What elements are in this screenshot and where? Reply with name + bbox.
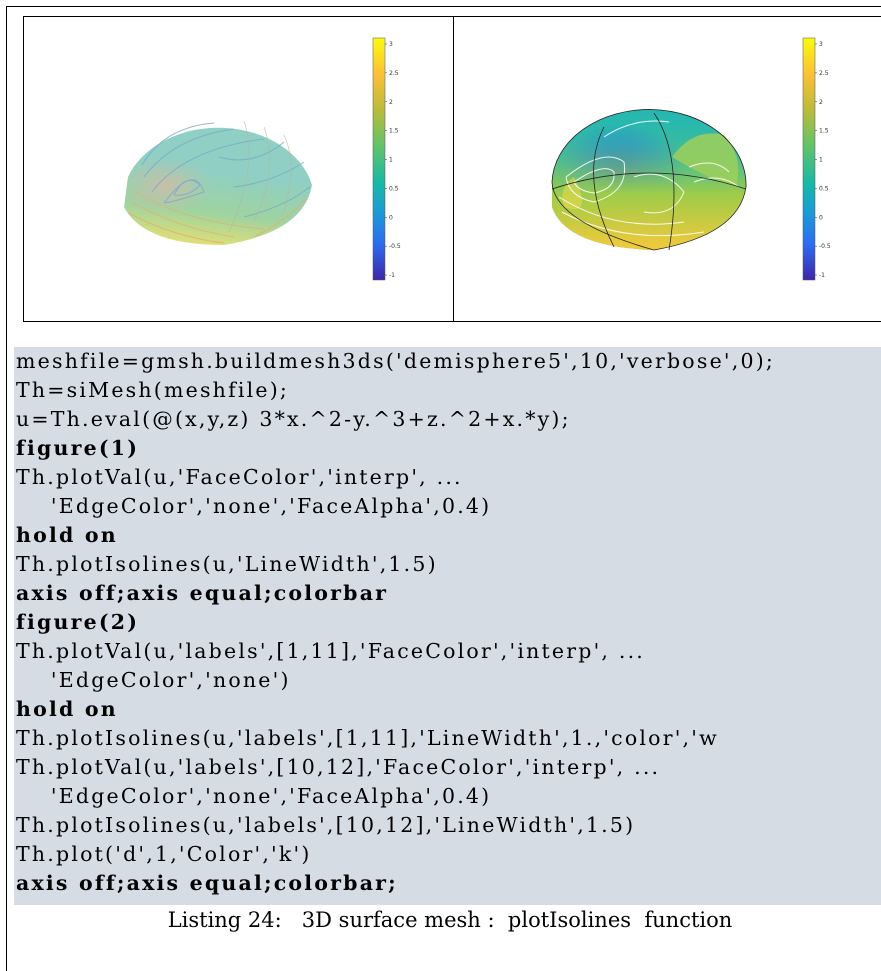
caption-label: Listing 24: bbox=[167, 908, 282, 932]
colorbar-tick-label: -0.5 bbox=[819, 243, 831, 250]
colorbar: 3 2.5 2 1.5 1 0.5 0 -0.5 -1 bbox=[802, 37, 831, 281]
code-line: Th.plotVal(u,'FaceColor','interp', ... bbox=[16, 465, 463, 489]
figure-2-panel: 3 2.5 2 1.5 1 0.5 0 -0.5 -1 bbox=[453, 16, 881, 322]
hemisphere-surface bbox=[124, 120, 312, 245]
code-line: figure(1) bbox=[16, 436, 140, 460]
code-line: axis off;axis equal;colorbar bbox=[16, 581, 389, 605]
code-line: Th.plot('d',1,'Color','k') bbox=[16, 842, 312, 866]
code-line: 'EdgeColor','none','FaceAlpha',0.4) bbox=[16, 784, 492, 808]
figure-2-plot: 3 2.5 2 1.5 1 0.5 0 -0.5 -1 bbox=[551, 37, 831, 281]
code-line: u=Th.eval(@(x,y,z) 3*x.^2-y.^3+z.^2+x.*y… bbox=[16, 407, 571, 431]
colorbar-tick-label: 1 bbox=[819, 157, 823, 164]
code-line: meshfile=gmsh.buildmesh3ds('demisphere5'… bbox=[16, 349, 775, 373]
caption-text: 3D surface mesh : plotIsolines function bbox=[301, 908, 733, 932]
colorbar-tick-label: 2.5 bbox=[819, 70, 829, 77]
colorbar-tick-label: 3 bbox=[819, 41, 823, 48]
code-line: Th.plotVal(u,'labels',[10,12],'FaceColor… bbox=[16, 755, 661, 779]
code-line: 'EdgeColor','none','FaceAlpha',0.4) bbox=[16, 494, 492, 518]
code-line: Th=siMesh(meshfile); bbox=[16, 378, 290, 402]
code-line: Th.plotIsolines(u,'labels',[1,11],'LineW… bbox=[16, 726, 719, 750]
listing-caption: Listing 24: 3D surface mesh : plotIsolin… bbox=[0, 908, 881, 932]
colorbar-tick-label: 3 bbox=[389, 41, 393, 48]
colorbar-tick-label: 1 bbox=[389, 157, 393, 164]
page-left-rule bbox=[6, 6, 7, 971]
code-line: Th.plotIsolines(u,'LineWidth',1.5) bbox=[16, 552, 438, 576]
code-line: axis off;axis equal;colorbar; bbox=[16, 871, 398, 895]
colorbar-tick-label: 0.5 bbox=[389, 185, 399, 192]
code-line: 'EdgeColor','none') bbox=[16, 668, 291, 692]
colorbar-tick-label: 0.5 bbox=[819, 185, 829, 192]
colorbar-tick-label: 2 bbox=[819, 99, 823, 106]
hemisphere-surface bbox=[551, 109, 747, 251]
colorbar-tick-label: 2 bbox=[389, 99, 393, 106]
colorbar-tick-label: -0.5 bbox=[389, 243, 401, 250]
code-listing: meshfile=gmsh.buildmesh3ds('demisphere5'… bbox=[14, 347, 881, 905]
colorbar-tick-label: 1.5 bbox=[819, 128, 829, 135]
colorbar-tick-label: 2.5 bbox=[389, 70, 399, 77]
colorbar-tick-label: -1 bbox=[819, 272, 825, 279]
colorbar-tick-label: 0 bbox=[389, 214, 393, 221]
colorbar-tick-label: 1.5 bbox=[389, 128, 399, 135]
colorbar-tick-label: -1 bbox=[389, 272, 395, 279]
code-line: Th.plotIsolines(u,'labels',[10,12],'Line… bbox=[16, 813, 636, 837]
figure-1-plot: 3 2.5 2 1.5 1 0.5 0 -0.5 -1 bbox=[124, 37, 401, 281]
code-line: hold on bbox=[16, 697, 118, 721]
colorbar: 3 2.5 2 1.5 1 0.5 0 -0.5 -1 bbox=[372, 37, 401, 281]
figure-1-panel: 3 2.5 2 1.5 1 0.5 0 -0.5 -1 bbox=[23, 16, 455, 322]
page-top-rule bbox=[6, 6, 881, 7]
code-line: hold on bbox=[16, 523, 118, 547]
code-line: Th.plotVal(u,'labels',[1,11],'FaceColor'… bbox=[16, 639, 646, 663]
colorbar-tick-label: 0 bbox=[819, 214, 823, 221]
code-line: figure(2) bbox=[16, 610, 140, 634]
